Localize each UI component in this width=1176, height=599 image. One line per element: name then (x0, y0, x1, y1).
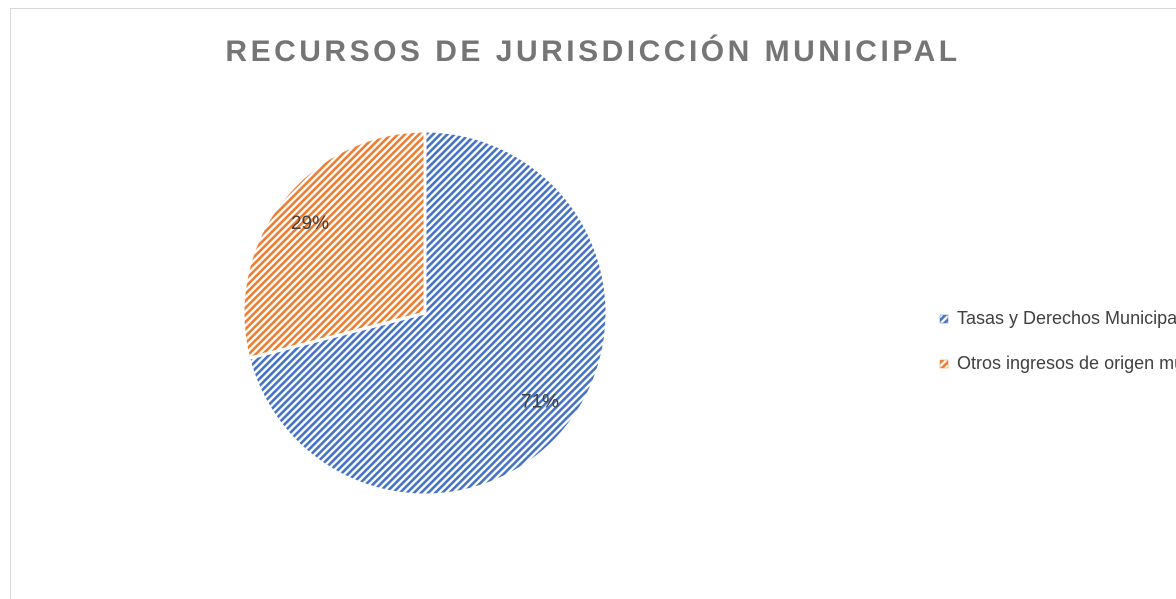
legend-label: Otros ingresos de origen municipal (957, 353, 1176, 373)
data-label: 29% (291, 213, 329, 234)
pie-slice (241, 129, 427, 361)
chart-title: RECURSOS DE JURISDICCIÓN MUNICIPAL (225, 34, 960, 68)
data-label: 71% (521, 391, 559, 412)
pie-slice (246, 129, 609, 497)
legend-marker (939, 314, 949, 324)
legend-marker (939, 359, 949, 369)
legend-label: Tasas y Derechos Municipales (957, 308, 1176, 328)
